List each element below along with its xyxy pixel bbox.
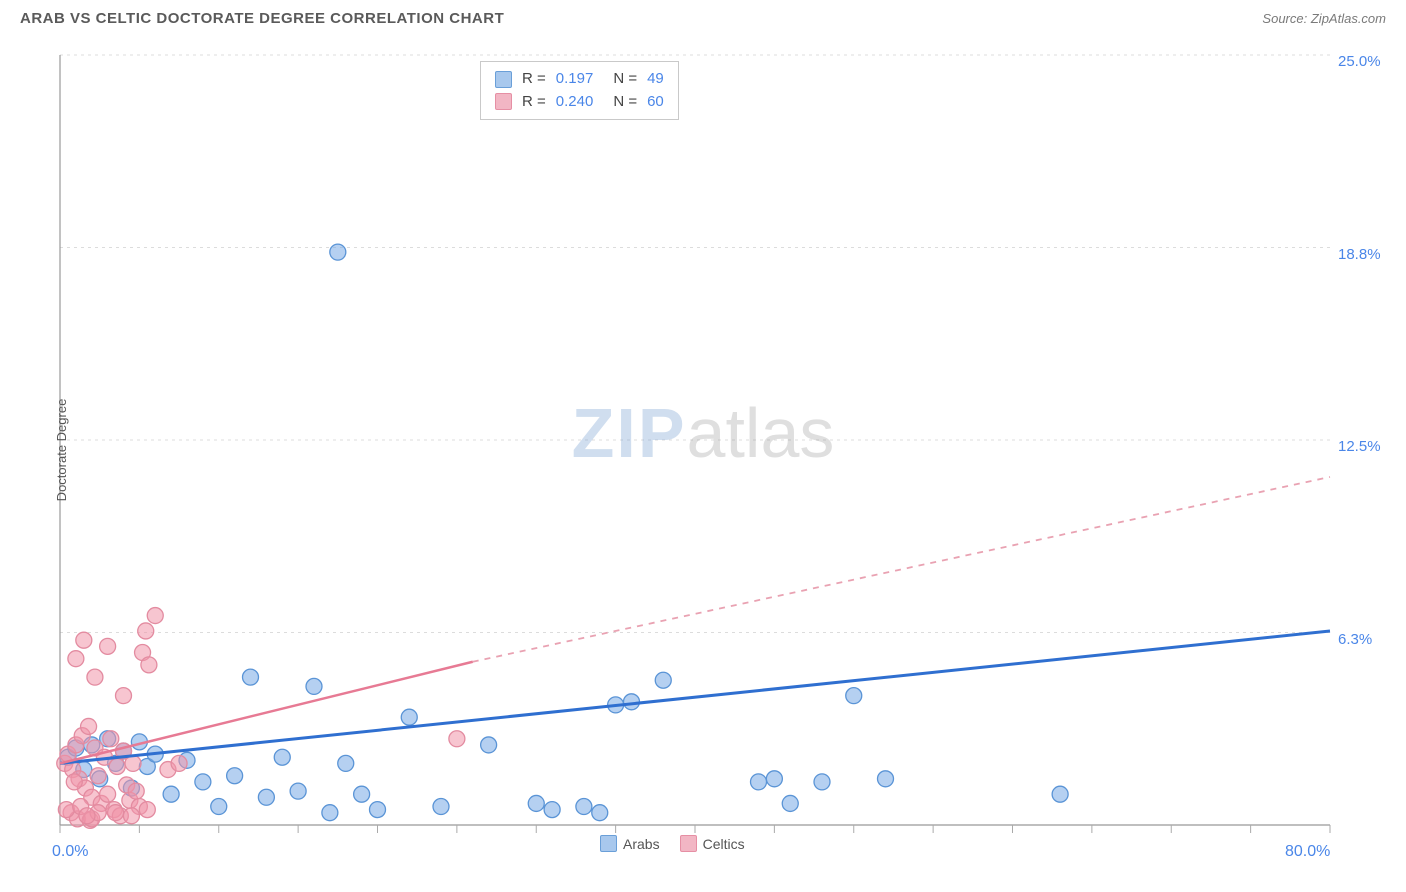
legend-swatch [495,71,512,88]
stat-r-label: R = [522,68,546,91]
y-axis-tick-label: 18.8% [1338,246,1381,263]
stat-n-label: N = [613,91,637,114]
series-legend-item: Celtics [680,835,745,852]
series-legend-item: Arabs [600,835,660,852]
stats-legend: R = 0.197 N = 49 R = 0.240 N = 60 [480,61,679,120]
y-axis-label: Doctorate Degree [54,399,69,502]
legend-swatch [495,93,512,110]
series-name: Celtics [703,836,745,852]
series-legend: Arabs Celtics [600,835,745,852]
y-axis-tick-label: 25.0% [1338,53,1381,70]
stat-r-value: 0.197 [556,68,594,91]
stats-legend-row: R = 0.240 N = 60 [495,91,664,114]
stats-legend-row: R = 0.197 N = 49 [495,68,664,91]
source-name: ZipAtlas.com [1311,11,1386,26]
stat-n-value: 49 [647,68,664,91]
stat-n-value: 60 [647,91,664,114]
legend-swatch [680,835,697,852]
chart-svg [10,35,1396,865]
chart-title: ARAB VS CELTIC DOCTORATE DEGREE CORRELAT… [20,10,504,27]
y-axis-tick-label: 6.3% [1338,631,1372,648]
stat-r-label: R = [522,91,546,114]
source-attribution: Source: ZipAtlas.com [1262,11,1386,26]
x-axis-max-label: 80.0% [1285,843,1330,861]
y-axis-tick-label: 12.5% [1338,438,1381,455]
stat-r-value: 0.240 [556,91,594,114]
series-name: Arabs [623,836,660,852]
correlation-chart: Doctorate Degree ZIPatlas R =0.197N =49R… [10,35,1396,865]
x-axis-min-label: 0.0% [52,843,88,861]
legend-swatch [600,835,617,852]
stat-n-label: N = [613,68,637,91]
source-label: Source: [1262,11,1307,26]
